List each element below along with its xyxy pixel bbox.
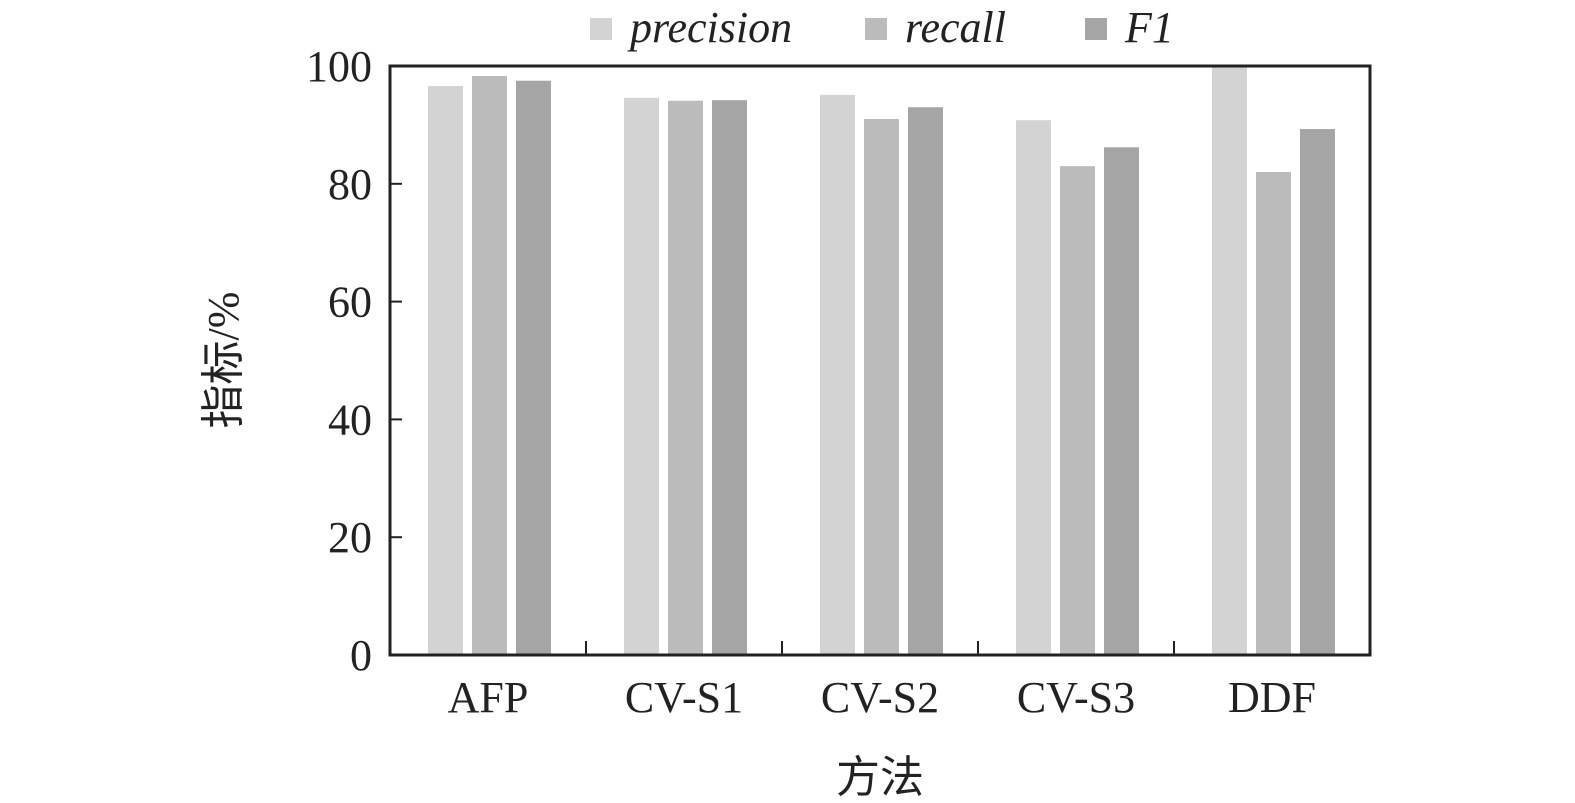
x-tick-label: CV-S3 bbox=[1017, 673, 1135, 722]
x-tick-label: CV-S2 bbox=[821, 673, 939, 722]
bar-precision-ddf bbox=[1212, 67, 1247, 656]
y-tick-label: 60 bbox=[328, 278, 372, 327]
bar-recall-cv-s3 bbox=[1060, 166, 1095, 655]
y-tick-label: 80 bbox=[328, 160, 372, 209]
bar-precision-cv-s3 bbox=[1016, 120, 1051, 656]
bar-precision-afp bbox=[428, 86, 463, 655]
y-tick-label: 0 bbox=[350, 631, 372, 680]
bar-recall-cv-s1 bbox=[668, 100, 703, 656]
bar-f1-cv-s1 bbox=[712, 100, 747, 656]
legend-swatch-recall bbox=[865, 18, 887, 40]
bar-precision-cv-s2 bbox=[820, 94, 855, 655]
x-axis-label: 方法 bbox=[836, 753, 924, 802]
y-tick-label: 100 bbox=[306, 42, 372, 91]
x-tick-label: AFP bbox=[448, 673, 529, 722]
bar-f1-cv-s3 bbox=[1104, 147, 1139, 656]
legend-label-recall: recall bbox=[905, 3, 1006, 52]
bar-recall-ddf bbox=[1256, 172, 1291, 655]
bar-recall-cv-s2 bbox=[864, 119, 899, 655]
legend: precision recall F1 bbox=[590, 3, 1174, 52]
plot-frame bbox=[388, 64, 1372, 657]
legend-label-precision: precision bbox=[627, 3, 792, 52]
y-axis-label: 指标/% bbox=[199, 292, 248, 429]
x-tick-label: DDF bbox=[1228, 673, 1316, 722]
legend-swatch-f1 bbox=[1085, 18, 1107, 40]
bar-precision-cv-s1 bbox=[624, 97, 659, 655]
y-axis: 0 20 40 60 80 100 bbox=[306, 42, 402, 680]
bar-f1-afp bbox=[516, 80, 551, 656]
bar-recall-afp bbox=[472, 76, 507, 655]
bar-f1-cv-s2 bbox=[908, 107, 943, 656]
x-tick-label: CV-S1 bbox=[625, 673, 743, 722]
x-axis: AFP CV-S1 CV-S2 CV-S3 DDF bbox=[448, 641, 1316, 722]
legend-swatch-precision bbox=[590, 18, 612, 40]
y-tick-label: 40 bbox=[328, 395, 372, 444]
y-tick-label: 20 bbox=[328, 513, 372, 562]
bars bbox=[428, 67, 1335, 656]
bar-f1-ddf bbox=[1300, 129, 1335, 655]
legend-label-f1: F1 bbox=[1124, 3, 1174, 52]
